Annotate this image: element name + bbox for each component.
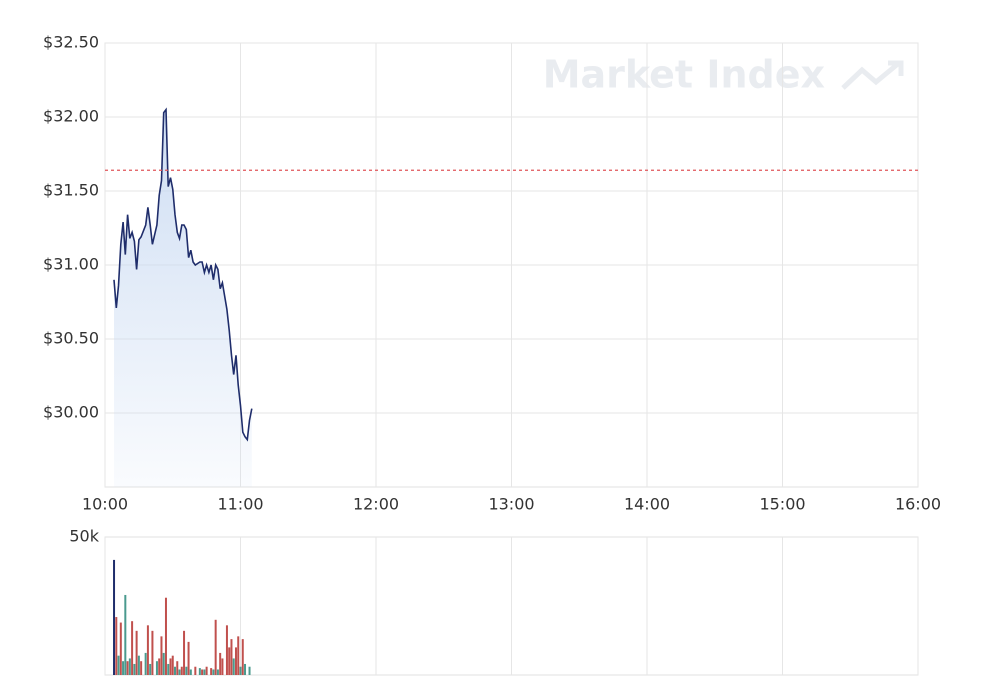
watermark: Market Index [543,53,825,97]
y-tick-label: $30.00 [43,403,99,422]
y-tick-label: $32.00 [43,107,99,126]
volume-bar [221,658,224,675]
volume-bar [205,666,208,675]
volume-bar [201,669,204,675]
volume-bar [210,668,213,675]
volume-bar [124,594,127,675]
volume-bar [187,641,190,675]
volume-bar [176,661,179,675]
volume-bar [180,666,183,675]
volume-bar [198,668,201,675]
volume-bar [122,661,125,675]
volume-bar [203,669,206,675]
volume-bar [237,636,240,675]
volume-bar [131,621,134,675]
volume-bar [167,663,170,675]
volume-bar [178,669,181,675]
volume-bar [133,663,136,675]
volume-bar [183,630,186,675]
volume-bar [119,622,122,675]
y-tick-label: $30.50 [43,329,99,348]
y-tick-label: 50k [69,527,99,546]
volume-bar [144,652,147,675]
volume-bar [241,639,244,675]
y-tick-label: $31.00 [43,255,99,274]
volume-bar [117,655,120,675]
volume-bar [113,559,116,675]
volume-bar [171,655,174,675]
volume-bar [128,658,131,675]
x-tick-label: 10:00 [82,495,128,514]
volume-bar [115,617,118,675]
watermark-icon [888,60,904,76]
volume-bar [216,669,219,675]
volume-bar [230,639,233,675]
price-line [113,107,253,442]
volume-bar [146,625,149,675]
x-tick-label: 13:00 [488,495,534,514]
price-area [114,109,252,487]
x-tick-label: 14:00 [624,495,670,514]
volume-bar [244,663,247,675]
volume-bar [162,652,165,675]
volume-bar [158,658,161,675]
volume-bar [169,658,172,675]
volume-bar [248,666,251,675]
volume-bar [149,663,152,675]
y-tick-label: $31.50 [43,181,99,200]
x-tick-label: 16:00 [895,495,941,514]
volume-bar [219,652,222,675]
volume-bar [140,661,143,675]
volume-bar [239,666,242,675]
volume-bar [126,661,129,675]
volume-bar [151,630,154,675]
x-tick-label: 15:00 [759,495,805,514]
volume-bar [232,658,235,675]
volume-bar [155,661,158,675]
watermark-icon [841,61,901,90]
volume-bar [135,630,138,675]
volume-bar [212,669,215,675]
y-tick-label: $32.50 [43,33,99,52]
x-tick-label: 11:00 [217,495,263,514]
volume-bar [228,647,231,675]
volume-bar [214,619,217,675]
volume-bar [174,666,177,675]
volume-bar [137,655,140,675]
volume-bar [189,669,192,675]
volume-bar [160,636,163,675]
volume-bar [194,666,197,675]
volume-bar [185,666,188,675]
x-tick-label: 12:00 [353,495,399,514]
volume-bar [164,597,167,675]
volume-bar [234,647,237,675]
volume-bar [225,625,228,675]
